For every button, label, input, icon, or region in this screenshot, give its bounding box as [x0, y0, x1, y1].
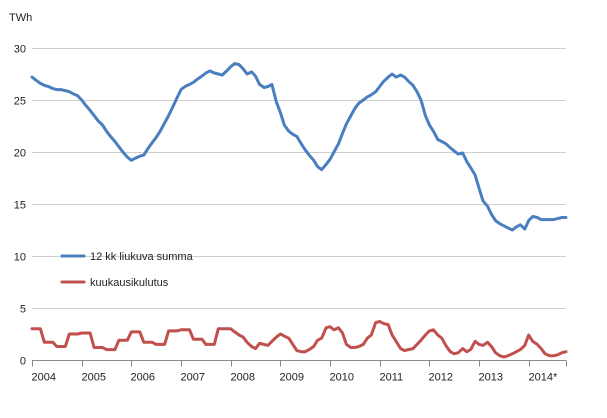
y-tick-labels: 0 5 10 15 20 25 30	[14, 44, 26, 368]
legend: 12 kk liukuva summa kuukausikulutus	[60, 251, 194, 289]
y-tick-label: 25	[14, 96, 26, 108]
x-tick-label: 2010	[330, 372, 354, 384]
y-tick-label: 5	[20, 304, 26, 316]
legend-label: 12 kk liukuva summa	[90, 251, 194, 263]
y-tick-label: 15	[14, 200, 26, 212]
x-axis: 2004 2005 2006 2007 2008 2009 2010 2011 2012 2013…	[32, 360, 567, 384]
x-tick-label: 2004	[32, 372, 56, 384]
unit-label: TWh	[9, 12, 32, 24]
x-tick-label: 2011	[380, 372, 404, 384]
series-lines	[30, 62, 568, 359]
series-line-2	[30, 320, 568, 359]
x-tick-label: 2005	[82, 372, 106, 384]
y-tick-label: 10	[14, 252, 26, 264]
y-tick-label: 30	[14, 44, 26, 56]
y-tick-label: 0	[20, 356, 26, 368]
y-tick-label: 20	[14, 148, 26, 160]
x-tick-label: 2008	[231, 372, 255, 384]
x-tick-label: 2012	[429, 372, 453, 384]
x-tick-label: 2006	[131, 372, 155, 384]
x-tick-label: 2007	[181, 372, 205, 384]
x-tick-label: 2013	[479, 372, 503, 384]
gridlines	[32, 48, 566, 309]
x-tick-label: 2009	[280, 372, 304, 384]
series-line-1	[30, 62, 568, 232]
legend-label: kuukausikulutus	[90, 277, 169, 289]
x-tick-label: 2014*	[529, 372, 558, 384]
